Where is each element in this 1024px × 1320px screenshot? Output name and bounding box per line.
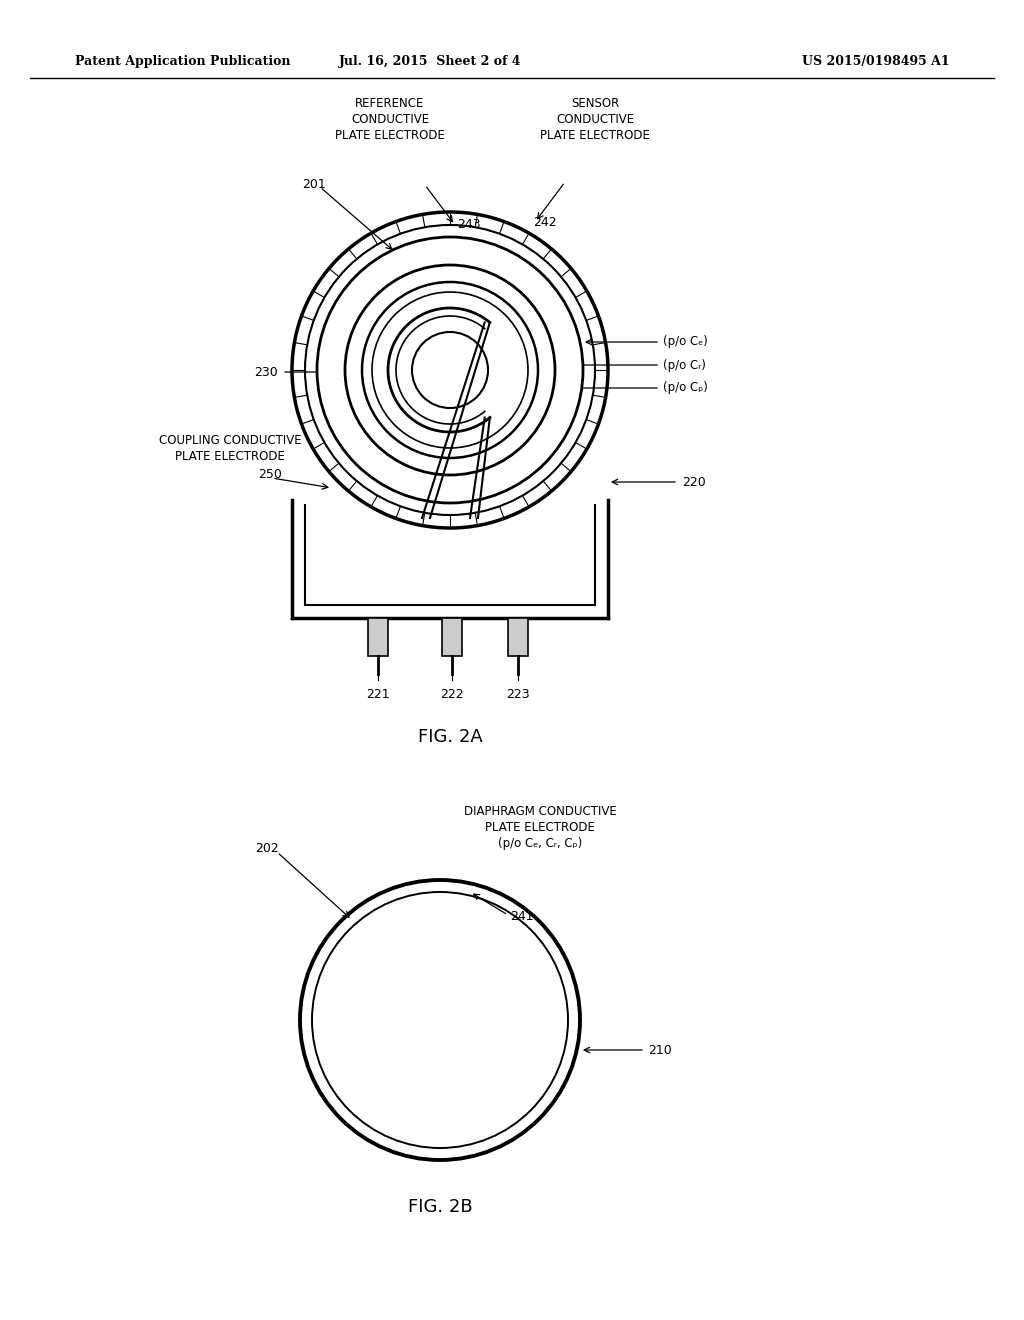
Circle shape <box>372 292 528 447</box>
Text: 221: 221 <box>367 688 390 701</box>
Circle shape <box>300 880 580 1160</box>
Text: (p/o Cₑ): (p/o Cₑ) <box>663 335 708 348</box>
Text: 210: 210 <box>648 1044 672 1056</box>
Text: 230: 230 <box>254 366 278 379</box>
Text: 202: 202 <box>255 842 279 854</box>
Text: US 2015/0198495 A1: US 2015/0198495 A1 <box>803 55 950 69</box>
Text: 201: 201 <box>302 178 326 191</box>
Text: Patent Application Publication: Patent Application Publication <box>75 55 291 69</box>
Text: Jul. 16, 2015  Sheet 2 of 4: Jul. 16, 2015 Sheet 2 of 4 <box>339 55 521 69</box>
Circle shape <box>312 892 568 1148</box>
Text: FIG. 2B: FIG. 2B <box>408 1199 472 1216</box>
Text: 242: 242 <box>534 215 557 228</box>
Text: DIAPHRAGM CONDUCTIVE
PLATE ELECTRODE
(p/o Cₑ, Cᵣ, Cₚ): DIAPHRAGM CONDUCTIVE PLATE ELECTRODE (p/… <box>464 805 616 850</box>
Circle shape <box>412 333 488 408</box>
Text: (p/o Cᵣ): (p/o Cᵣ) <box>663 359 706 371</box>
Circle shape <box>345 265 555 475</box>
Text: 222: 222 <box>440 688 464 701</box>
Text: 223: 223 <box>506 688 529 701</box>
Text: FIG. 2A: FIG. 2A <box>418 729 482 746</box>
Text: REFERENCE
CONDUCTIVE
PLATE ELECTRODE: REFERENCE CONDUCTIVE PLATE ELECTRODE <box>335 96 445 143</box>
Text: 241: 241 <box>510 911 534 924</box>
Text: COUPLING CONDUCTIVE
PLATE ELECTRODE: COUPLING CONDUCTIVE PLATE ELECTRODE <box>159 433 301 462</box>
Text: 250: 250 <box>258 469 282 482</box>
Circle shape <box>317 238 583 503</box>
Circle shape <box>305 224 595 515</box>
Circle shape <box>292 213 608 528</box>
Text: SENSOR
CONDUCTIVE
PLATE ELECTRODE: SENSOR CONDUCTIVE PLATE ELECTRODE <box>540 96 650 143</box>
Circle shape <box>362 282 538 458</box>
Bar <box>442 618 462 656</box>
Text: (p/o Cₚ): (p/o Cₚ) <box>663 381 708 395</box>
Text: 220: 220 <box>682 475 706 488</box>
Text: 243: 243 <box>457 219 480 231</box>
Bar <box>368 618 388 656</box>
Bar <box>508 618 528 656</box>
